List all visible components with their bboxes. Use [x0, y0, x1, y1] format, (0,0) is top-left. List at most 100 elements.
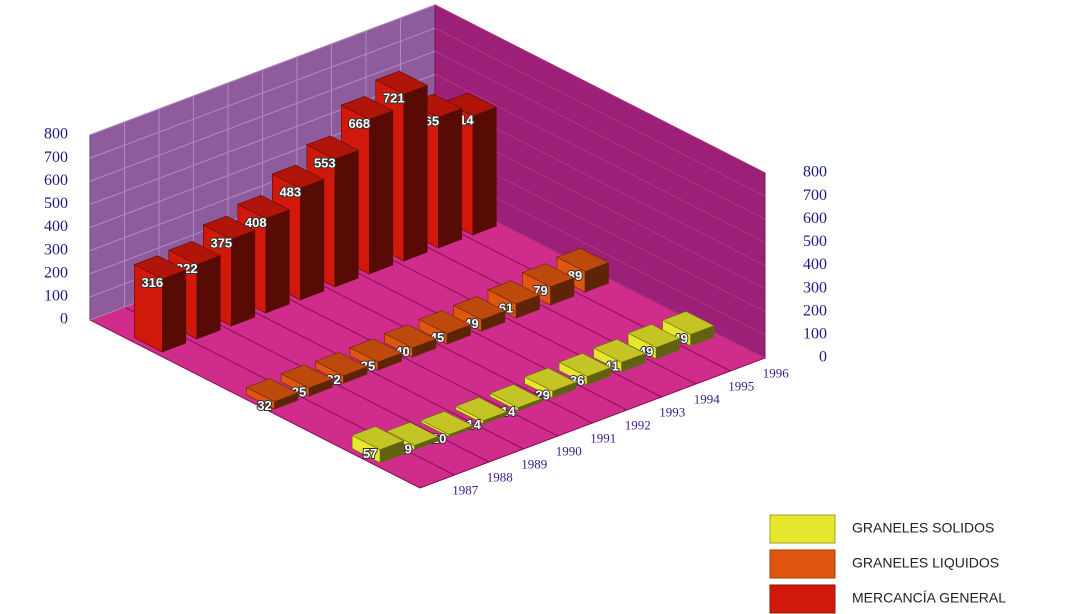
bar-top [245, 378, 299, 402]
y-tick-label: 0 [60, 311, 68, 328]
x-tick-label: 1990 [556, 443, 582, 458]
bar-top [383, 324, 437, 349]
value-label: 721 [383, 91, 405, 106]
bar-top [306, 135, 360, 160]
y2-tick-label: 300 [803, 279, 827, 296]
bar-front [438, 108, 463, 249]
bar [280, 364, 334, 397]
bar-front [300, 178, 325, 301]
value-label: 668 [348, 116, 370, 131]
bar-top [454, 397, 508, 421]
x-tick-label: 1989 [521, 456, 547, 471]
legend-label: GRANELES LIQUIDOS [852, 555, 999, 571]
value-label: 375 [210, 236, 232, 251]
bar-front [231, 229, 256, 327]
bar-top [489, 384, 543, 408]
value-label: 408 [245, 215, 267, 230]
grid-line [434, 4, 766, 174]
bar-front [403, 84, 428, 262]
bar [383, 324, 437, 358]
grid-line [89, 27, 436, 159]
value-label: 32 [257, 398, 271, 413]
bar-top [202, 215, 256, 240]
bar [349, 338, 403, 371]
bar [558, 353, 612, 386]
value-label: 553 [314, 155, 336, 170]
bar [523, 367, 577, 399]
y-tick-label: 500 [44, 195, 68, 212]
bar-top [487, 280, 541, 305]
bar-top [385, 421, 439, 446]
bar-top [271, 164, 325, 189]
bar-front [472, 106, 497, 236]
bar-top [592, 338, 646, 363]
bar-top [340, 96, 394, 120]
bar-top [420, 411, 474, 435]
x-tick-label: 1987 [452, 482, 479, 497]
bar-front [196, 255, 221, 340]
bar [521, 263, 575, 306]
bar-front [265, 209, 290, 314]
bar-front [369, 110, 394, 275]
bar-top [521, 263, 575, 288]
grid-line [434, 27, 766, 197]
y2-tick-label: 700 [803, 187, 827, 204]
bar [245, 378, 299, 410]
value-label: 316 [141, 275, 163, 290]
bar [418, 310, 472, 345]
bar-top [349, 338, 403, 363]
bar-top [418, 310, 472, 334]
legend-swatch [769, 514, 836, 544]
bar [454, 397, 508, 425]
bar-top [627, 324, 681, 348]
bar [661, 311, 715, 347]
x-tick-label: 1994 [694, 391, 721, 406]
bar [592, 338, 646, 373]
y-tick-label: 300 [44, 241, 68, 258]
y-tick-label: 200 [44, 264, 68, 281]
bar [627, 324, 681, 360]
bar-top [280, 364, 334, 389]
bar-top [452, 296, 506, 321]
legend-swatch [769, 549, 836, 579]
bar [556, 248, 610, 293]
bar [351, 426, 405, 464]
x-tick-label: 1988 [487, 469, 513, 484]
bar [420, 411, 474, 438]
y-tick-label: 600 [44, 172, 68, 189]
grid-line [89, 4, 436, 136]
y2-tick-label: 800 [803, 164, 827, 181]
bar-top [375, 70, 429, 95]
x-tick-label: 1991 [590, 430, 616, 445]
bar-front [334, 149, 359, 288]
y2-tick-label: 200 [803, 302, 827, 319]
bar-top [168, 241, 222, 265]
y-tick-label: 400 [44, 218, 68, 235]
grid-line [89, 50, 436, 182]
y2-tick-label: 500 [803, 233, 827, 250]
bar [133, 255, 187, 353]
grid-line [434, 73, 766, 243]
legend-label: MERCANCÍA GENERAL [852, 590, 1006, 606]
y2-tick-label: 400 [803, 256, 827, 273]
value-label: 483 [279, 185, 301, 200]
x-tick-label: 1993 [659, 404, 685, 419]
x-tick-label: 1995 [728, 378, 754, 393]
legend-swatch [769, 584, 836, 614]
bar-top [351, 426, 405, 450]
x-tick-label: 1992 [625, 417, 651, 432]
bar-top [558, 353, 612, 377]
y2-tick-label: 0 [819, 349, 827, 366]
bar [452, 296, 506, 332]
bar [314, 352, 368, 384]
y2-tick-label: 100 [803, 326, 827, 343]
y-tick-label: 100 [44, 288, 68, 305]
bar-top [523, 367, 577, 392]
value-label: 57 [363, 446, 377, 461]
bar-top [661, 311, 715, 335]
y-tick-label: 700 [44, 149, 68, 166]
bar-top [556, 248, 610, 272]
legend-label: GRANELES SOLIDOS [852, 520, 994, 536]
grid-line [434, 50, 766, 220]
